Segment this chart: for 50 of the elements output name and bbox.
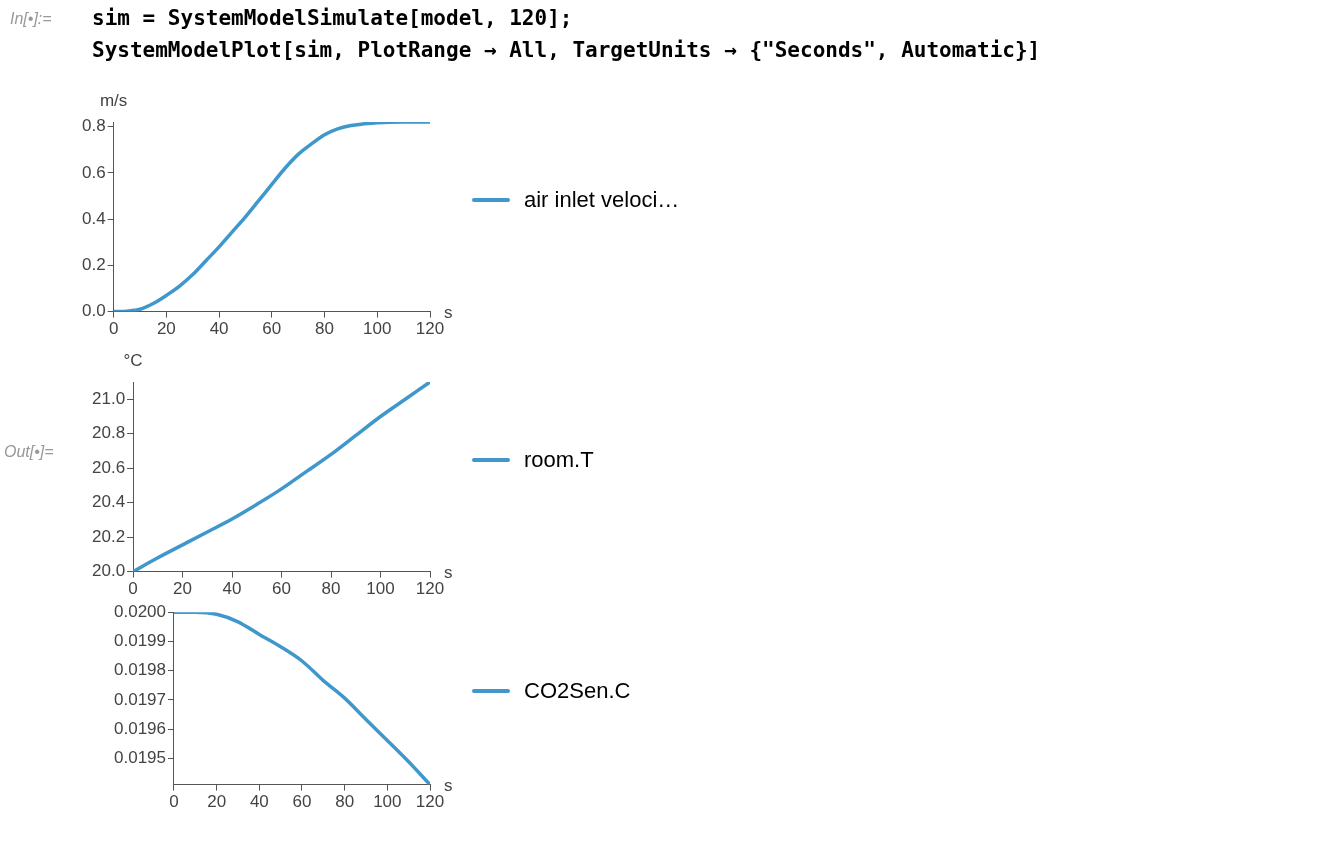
x-axis-title: s bbox=[444, 775, 453, 795]
y-tick-label: 0.0200 bbox=[114, 601, 166, 621]
x-axis-title: s bbox=[444, 302, 453, 322]
x-tick-label: 60 bbox=[272, 579, 291, 599]
text: Out[•]= bbox=[4, 443, 54, 461]
legend-label: air inlet veloci… bbox=[524, 187, 680, 213]
x-tick-label: 80 bbox=[335, 792, 355, 812]
y-tick-label: 0.8 bbox=[81, 116, 106, 136]
x-tick-label: 80 bbox=[315, 319, 335, 339]
y-tick-label: 0.4 bbox=[81, 208, 106, 228]
y-tick-label: 0.0199 bbox=[114, 631, 166, 651]
x-tick-label: 40 bbox=[209, 319, 229, 339]
y-tick-label: 0.0195 bbox=[114, 747, 166, 767]
y-tick-label: 0.0196 bbox=[114, 718, 166, 738]
x-tick-label: 0 bbox=[108, 319, 119, 339]
x-tick-label: 100 bbox=[363, 319, 392, 339]
x-tick-label: 60 bbox=[262, 319, 282, 339]
y-tick-label: 20.4 bbox=[91, 492, 126, 512]
y-tick-label: 0.0198 bbox=[114, 660, 166, 680]
text: sim = SystemModelSimulate[model, 120]; bbox=[92, 6, 573, 30]
y-tick-label: 20.0 bbox=[91, 561, 126, 581]
x-axis-title: s bbox=[444, 562, 453, 582]
text: In[•]:= bbox=[10, 10, 52, 28]
y-tick-label: 0.0 bbox=[81, 301, 106, 321]
y-tick-label: 20.8 bbox=[91, 423, 126, 443]
x-tick-label: 120 bbox=[415, 319, 445, 339]
y-tick-label: 0.6 bbox=[81, 162, 106, 182]
x-tick-label: 120 bbox=[415, 579, 445, 599]
x-tick-label: 20 bbox=[173, 579, 193, 599]
x-tick-label: 100 bbox=[366, 579, 395, 599]
y-tick-label: 0.2 bbox=[81, 255, 106, 275]
x-tick-label: 0 bbox=[169, 792, 179, 812]
y-axis-title: °C bbox=[123, 351, 143, 371]
x-tick-label: 40 bbox=[222, 579, 242, 599]
legend-label: room.T bbox=[524, 447, 594, 473]
x-tick-label: 0 bbox=[128, 579, 138, 599]
y-tick-label: 21.0 bbox=[91, 388, 126, 408]
x-tick-label: 40 bbox=[249, 792, 269, 812]
x-tick-label: 80 bbox=[321, 579, 341, 599]
y-tick-label: 20.6 bbox=[91, 457, 126, 477]
x-tick-label: 20 bbox=[156, 319, 176, 339]
x-tick-label: 60 bbox=[292, 792, 312, 812]
y-axis-title: m/s bbox=[99, 91, 128, 111]
x-tick-label: 100 bbox=[373, 792, 402, 812]
legend-label: CO2Sen.C bbox=[524, 677, 631, 704]
y-tick-label: 20.2 bbox=[91, 526, 126, 546]
y-tick-label: 0.0197 bbox=[114, 689, 166, 709]
x-tick-label: 120 bbox=[415, 792, 445, 812]
text: SystemModelPlot[sim, PlotRange → All, TargetUnits → {"Seconds", Automatic}] bbox=[92, 38, 1041, 62]
x-tick-label: 20 bbox=[207, 792, 227, 812]
